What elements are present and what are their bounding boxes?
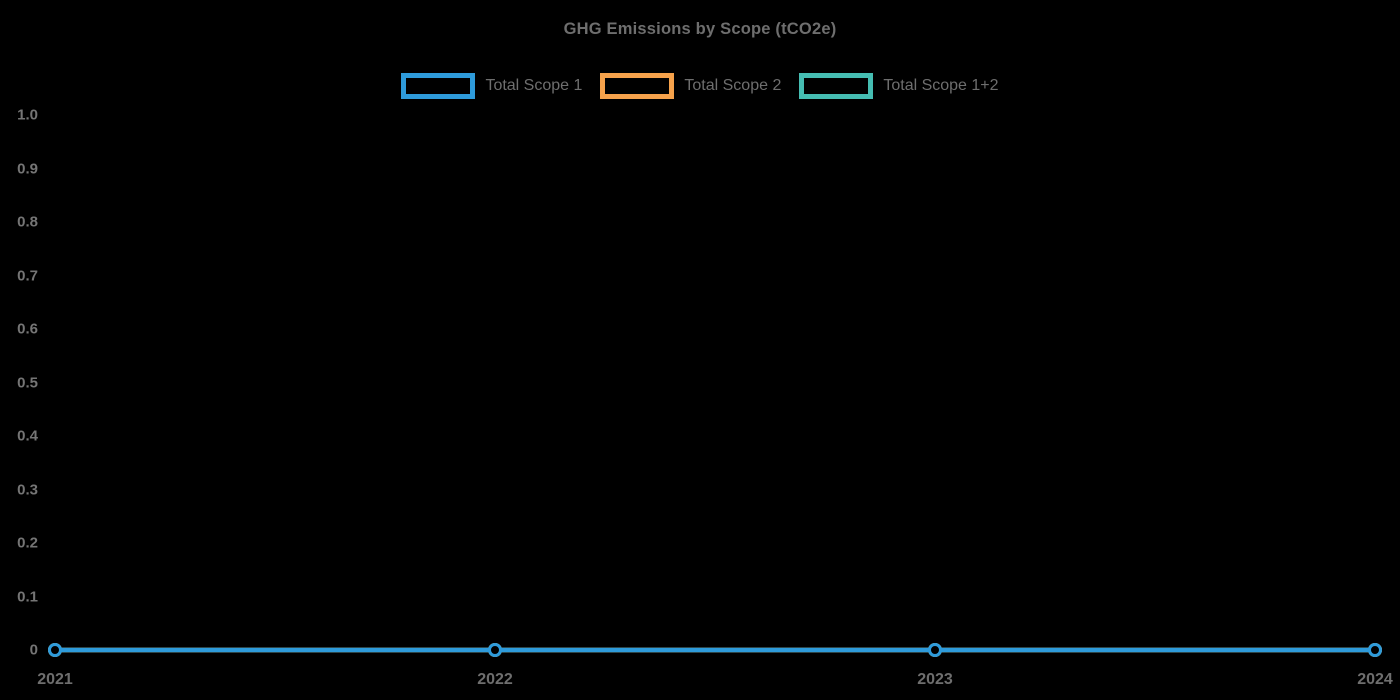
y-tick-label: 0.9 xyxy=(17,160,38,177)
y-tick-label: 0.7 xyxy=(17,267,38,284)
legend-label: Total Scope 1+2 xyxy=(883,77,999,94)
y-tick-label: 0.6 xyxy=(17,320,38,338)
legend-swatch-icon xyxy=(799,73,874,99)
y-tick-label: 0.8 xyxy=(17,213,38,231)
legend-swatch-icon xyxy=(401,73,476,99)
data-point-marker[interactable] xyxy=(928,643,942,657)
x-tick-label: 2022 xyxy=(477,671,513,688)
legend-item-total-scope-1-2[interactable]: Total Scope 1+2 xyxy=(799,73,999,99)
data-point-marker[interactable] xyxy=(488,643,502,657)
y-tick-label: 1.0 xyxy=(17,106,38,124)
y-tick-label: 0 xyxy=(29,641,38,659)
y-tick-label: 0.1 xyxy=(17,588,38,605)
chart-title: GHG Emissions by Scope (tCO2e) xyxy=(563,20,837,38)
x-tick-label: 2023 xyxy=(917,671,953,688)
x-tick-label: 2024 xyxy=(1357,671,1393,688)
data-point-marker[interactable] xyxy=(48,643,62,657)
y-tick-label: 0.3 xyxy=(17,481,38,498)
legend-label: Total Scope 1 xyxy=(485,77,583,94)
legend-swatch-icon xyxy=(600,73,675,99)
legend: Total Scope 1 Total Scope 2 Total Scope 1+… xyxy=(0,73,1400,99)
legend-label: Total Scope 2 xyxy=(684,77,782,94)
x-tick-label: 2021 xyxy=(37,671,73,688)
y-tick-label: 0.2 xyxy=(17,534,38,552)
data-point-marker[interactable] xyxy=(1368,643,1382,657)
y-tick-label: 0.4 xyxy=(17,427,38,445)
y-tick-label: 0.5 xyxy=(17,374,38,391)
legend-item-total-scope-2[interactable]: Total Scope 2 xyxy=(600,73,781,99)
legend-item-total-scope-1[interactable]: Total Scope 1 xyxy=(401,73,582,99)
